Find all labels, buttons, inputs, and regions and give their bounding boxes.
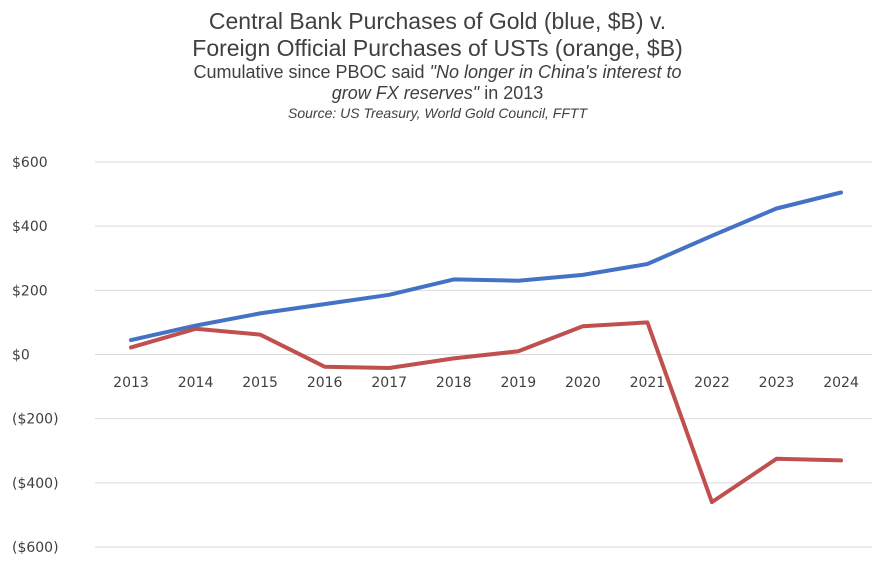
x-tick-label: 2023 <box>759 375 795 391</box>
x-tick-label: 2019 <box>500 375 536 391</box>
x-tick-label: 2016 <box>307 375 343 391</box>
y-axis-labels: $600 $400 $200 $0 ($200) ($400) ($600) <box>12 155 59 556</box>
subtitle-quote-continued: grow FX reserves" <box>331 83 480 103</box>
chart-subtitle-line-2: grow FX reserves" in 2013 <box>0 83 875 104</box>
chart-title-line-1: Central Bank Purchases of Gold (blue, $B… <box>208 8 667 34</box>
chart-source: Source: US Treasury, World Gold Council,… <box>288 105 587 121</box>
subtitle-quote-text: "No longer in China's interest to <box>429 62 682 82</box>
series-lines <box>129 190 843 505</box>
y-tick-label: $400 <box>12 219 48 235</box>
x-tick-label: 2013 <box>113 375 149 391</box>
y-tick-label: $600 <box>12 155 48 171</box>
chart-title-line-2: Foreign Official Purchases of USTs (oran… <box>192 35 683 61</box>
x-tick-label: 2017 <box>371 375 407 391</box>
chart-subtitle-line-1: Cumulative since PBOC said "No longer in… <box>0 62 875 83</box>
x-tick-label: 2022 <box>694 375 730 391</box>
x-tick-label: 2021 <box>630 375 666 391</box>
chart-header: Central Bank Purchases of Gold (blue, $B… <box>0 0 875 122</box>
y-tick-label: ($200) <box>12 412 59 428</box>
x-tick-label: 2024 <box>823 375 859 391</box>
x-tick-label: 2015 <box>242 375 278 391</box>
gold-purchases-line <box>129 190 843 343</box>
x-tick-label: 2014 <box>178 375 214 391</box>
y-tick-label: ($600) <box>12 540 59 556</box>
x-tick-label: 2018 <box>436 375 472 391</box>
ust-purchases-line <box>129 320 843 505</box>
x-axis-labels: 2013 2014 2015 2016 2017 2018 2019 2020 2021 2022… <box>113 375 859 391</box>
y-tick-label: $200 <box>12 283 48 299</box>
y-tick-label: $0 <box>12 348 30 364</box>
subtitle-year-text: in 2013 <box>479 83 544 103</box>
x-tick-label: 2020 <box>565 375 601 391</box>
y-tick-label: ($400) <box>12 476 59 492</box>
subtitle-plain-text: Cumulative since PBOC said <box>193 62 430 82</box>
